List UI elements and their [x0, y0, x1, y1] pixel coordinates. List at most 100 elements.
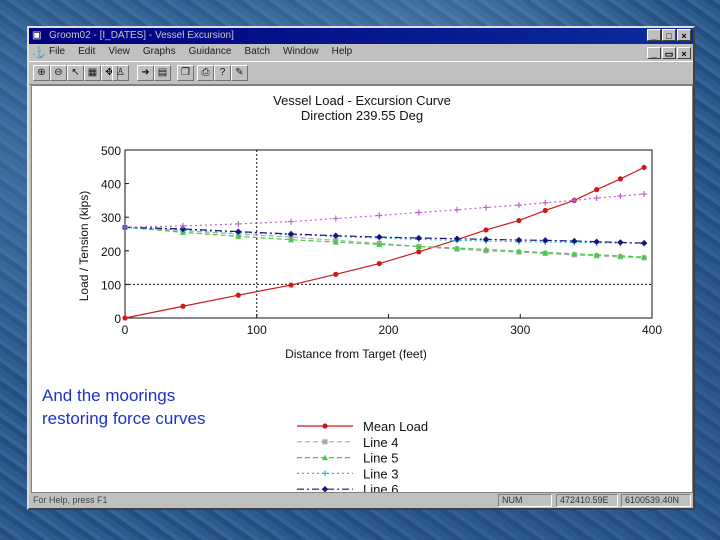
plot-frame [124, 149, 653, 319]
series-0-point [333, 271, 339, 277]
series-0-point [180, 303, 186, 309]
series-2-point [515, 248, 522, 254]
series-line-4 [124, 226, 645, 244]
series-4-point [593, 238, 600, 245]
series-5-point [332, 215, 339, 222]
series-5-point [235, 220, 242, 227]
doc-restore-button[interactable]: ▭ [662, 47, 676, 59]
series-5-point [542, 199, 549, 206]
series-0-point [617, 176, 623, 182]
menu-batch[interactable]: Batch [244, 46, 271, 57]
series-5-point [515, 202, 522, 209]
series-4-point [617, 239, 624, 246]
legend-label-4: Line 6 [363, 482, 398, 492]
series-5-point [641, 191, 648, 198]
legend-marker-0 [322, 423, 328, 429]
legend-marker-1 [322, 439, 328, 445]
series-5-point [593, 195, 600, 202]
zoom-out-icon[interactable]: ⊖ [50, 65, 67, 81]
legend-marker-2 [322, 454, 328, 461]
series-4-point [376, 233, 383, 241]
legend-label-3: Line 3 [363, 466, 398, 481]
chart-subtitle: Direction 239.55 Deg [301, 108, 423, 123]
series-4-point [415, 234, 423, 242]
series-2-point [332, 239, 339, 245]
window-icon[interactable]: ▤ [154, 65, 171, 81]
maximize-button[interactable]: □ [662, 29, 676, 41]
x-tick-label: 300 [510, 323, 530, 337]
series-4-point [332, 232, 339, 239]
caption-line-2: restoring force curves [42, 409, 206, 428]
series-2-point [571, 250, 578, 257]
series-0-point [483, 227, 489, 233]
menu-guidance[interactable]: Guidance [188, 46, 232, 57]
series-4-point [482, 236, 490, 243]
zoom-in-icon[interactable]: ⊕ [33, 65, 50, 81]
app-icon: ▣ [32, 30, 42, 41]
series-4-point [179, 225, 187, 233]
series-4-point [542, 237, 549, 244]
menu-edit[interactable]: Edit [78, 46, 96, 57]
legend-label-1: Line 4 [363, 435, 398, 450]
series-5-point [454, 206, 461, 213]
doc-minimize-button[interactable]: _ [647, 47, 661, 59]
series-line-5 [124, 193, 645, 228]
legend-label-2: Line 5 [363, 451, 398, 466]
menu-file[interactable]: File [49, 46, 66, 57]
series-0-point [641, 164, 647, 171]
menu-view[interactable]: View [108, 46, 130, 57]
status-northing: 6100539.40N [621, 494, 691, 507]
y-tick-label: 500 [101, 144, 121, 158]
menu-bar: ⚓ File Edit View Graphs Guidance Batch W… [29, 45, 693, 61]
series-2-point [415, 243, 422, 249]
series-5-point [376, 212, 383, 219]
series-5-point [415, 209, 422, 216]
series-5-point [482, 204, 489, 211]
grid-icon[interactable]: ▦ [84, 65, 101, 81]
menu-window[interactable]: Window [283, 46, 319, 57]
series-0-point [122, 315, 128, 321]
print-icon[interactable]: ⎙ [197, 65, 214, 81]
window-title: Groom02 - [I_DATES] - Vessel Excursion] [49, 30, 234, 41]
pan-icon[interactable]: ✥ [101, 65, 118, 81]
series-0-point [288, 282, 294, 288]
menu-help[interactable]: Help [331, 46, 353, 57]
series-5-point [288, 218, 295, 225]
series-2-point [376, 241, 383, 247]
series-4-point [287, 230, 295, 238]
series-4-point [235, 228, 242, 235]
load-excursion-chart: Vessel Load - Excursion Curve Direction … [77, 93, 662, 513]
copy-icon[interactable]: ❐ [177, 65, 194, 81]
x-tick-label: 200 [378, 323, 398, 337]
chart-title: Vessel Load - Excursion Curve [273, 93, 451, 108]
title-bar[interactable]: ▣ Groom02 - [I_DATES] - Vessel Excursion… [29, 28, 693, 44]
question-icon[interactable]: ? [214, 65, 231, 81]
series-2-point [235, 233, 242, 239]
x-tick-label: 0 [122, 323, 129, 337]
y-tick-label: 0 [114, 312, 121, 326]
series-4-point [640, 239, 648, 247]
series-5-point [617, 193, 624, 200]
doc-close-button[interactable]: × [677, 47, 691, 59]
legend-marker-3 [322, 470, 328, 477]
x-tick-label: 400 [642, 323, 662, 337]
series-5-point [571, 197, 578, 204]
y-tick-label: 300 [101, 211, 121, 225]
help-icon[interactable]: ✎ [231, 65, 248, 81]
status-num: NUM [498, 494, 552, 507]
document-icon[interactable]: ⚓ [32, 47, 46, 59]
app-window: ▣ Groom02 - [I_DATES] - Vessel Excursion… [27, 26, 695, 513]
select-icon[interactable]: ↖ [67, 65, 84, 81]
series-2-point [617, 252, 624, 259]
legend-marker-4 [321, 486, 329, 493]
arrow-right-icon[interactable]: ➜ [137, 65, 154, 81]
walk-icon[interactable]: ♙ [112, 65, 129, 81]
menu-graphs[interactable]: Graphs [142, 46, 176, 57]
series-2-point [482, 246, 489, 252]
x-tick-label: 100 [247, 323, 267, 337]
series-5-point [122, 224, 128, 231]
series-2-point [288, 236, 295, 243]
series-2-point [641, 254, 648, 260]
close-button[interactable]: × [677, 29, 691, 41]
minimize-button[interactable]: _ [647, 29, 661, 41]
